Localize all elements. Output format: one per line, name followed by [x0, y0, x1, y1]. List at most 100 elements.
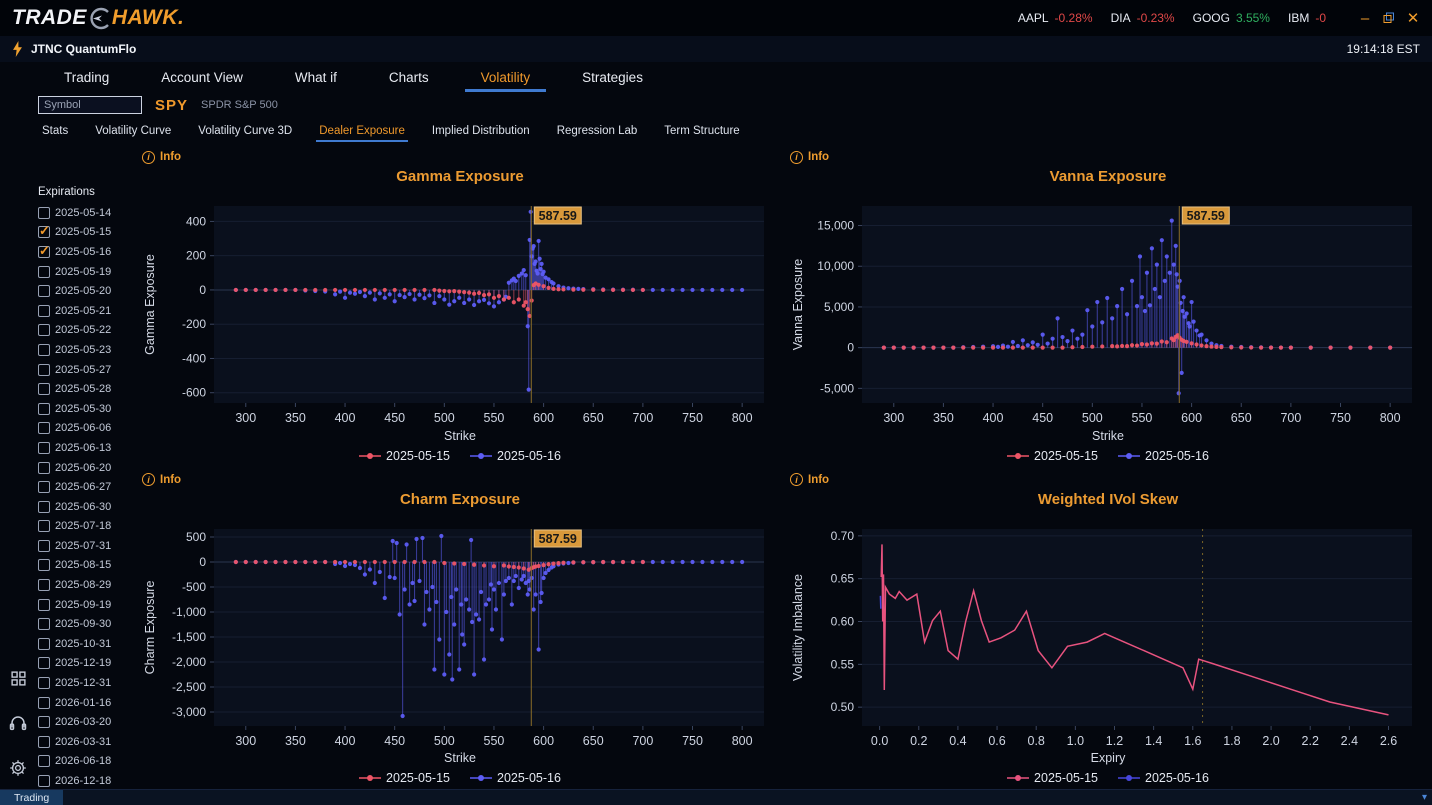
- legend-item[interactable]: 2025-05-16: [470, 771, 561, 785]
- headset-icon[interactable]: [9, 714, 27, 732]
- subtab-dealer-exposure[interactable]: Dealer Exposure: [316, 125, 408, 142]
- expiration-item[interactable]: 2025-08-15: [38, 556, 136, 576]
- expiration-item[interactable]: 2025-05-14: [38, 203, 136, 223]
- expiration-checkbox[interactable]: [38, 422, 50, 435]
- tab-volatility[interactable]: Volatility: [464, 66, 546, 92]
- info-label[interactable]: Info: [160, 151, 182, 163]
- legend-item[interactable]: 2025-05-15: [1007, 449, 1098, 463]
- expiration-item[interactable]: 2025-06-13: [38, 438, 136, 458]
- expiration-item[interactable]: 2025-05-21: [38, 301, 136, 321]
- close-button[interactable]: ✕: [1406, 10, 1420, 27]
- expiration-checkbox[interactable]: [38, 637, 50, 650]
- expiration-item[interactable]: 2025-06-20: [38, 458, 136, 478]
- subtab-term-structure[interactable]: Term Structure: [664, 125, 740, 137]
- legend-item[interactable]: 2025-05-16: [1118, 771, 1209, 785]
- symbol-input[interactable]: [38, 96, 142, 114]
- expiration-item[interactable]: 2025-05-20: [38, 281, 136, 301]
- expiration-item[interactable]: 2026-03-31: [38, 732, 136, 752]
- expiration-item[interactable]: 2026-12-18: [38, 771, 136, 789]
- charm-exposure-chart-canvas[interactable]: 500 0 -500 -1,000 -1,500 -2,000 -2,500 -3,000 30…: [140, 511, 780, 752]
- weighted-ivol-skew-chart-canvas[interactable]: 0.70 0.65 0.60 0.55 0.50 0.0 0.2 0.4 0.6 0.8 1.0 1.…: [788, 511, 1428, 752]
- restore-button[interactable]: [1378, 7, 1400, 29]
- expiration-checkbox[interactable]: [38, 304, 50, 317]
- expiration-item[interactable]: 2025-07-31: [38, 536, 136, 556]
- ticker-ibm[interactable]: IBM -0: [1287, 11, 1326, 25]
- minimize-button[interactable]: –: [1360, 9, 1370, 27]
- expiration-checkbox[interactable]: [38, 383, 50, 396]
- expiration-checkbox[interactable]: [38, 716, 50, 729]
- ticker-aapl[interactable]: AAPL -0.28%: [1017, 11, 1093, 25]
- gear-icon[interactable]: [9, 759, 27, 777]
- expiration-item[interactable]: 2025-06-27: [38, 477, 136, 497]
- info-label[interactable]: Info: [808, 473, 830, 486]
- expiration-checkbox[interactable]: [38, 696, 50, 709]
- legend-item[interactable]: 2025-05-16: [1118, 449, 1209, 463]
- expiration-checkbox[interactable]: [38, 775, 50, 788]
- expiration-checkbox[interactable]: [38, 206, 50, 219]
- tab-charts[interactable]: Charts: [388, 69, 429, 85]
- expiration-item[interactable]: 2025-08-29: [38, 575, 136, 595]
- expiration-checkbox[interactable]: [38, 500, 50, 513]
- expiration-checkbox[interactable]: [38, 579, 50, 592]
- vanna-exposure-chart-canvas[interactable]: 15,000 10,000 5,000 0 -5,000 300 350 400 450 500 5…: [788, 188, 1428, 429]
- legend-item[interactable]: 2025-05-15: [359, 771, 450, 785]
- expiration-item[interactable]: 2025-10-31: [38, 634, 136, 654]
- gamma-exposure-chart-canvas[interactable]: 400 200 0 -200 -400 -600 300 350 400 450 500 550 600…: [140, 188, 780, 429]
- expiration-checkbox[interactable]: [38, 657, 50, 670]
- expiration-checkbox[interactable]: [38, 285, 50, 298]
- info-icon[interactable]: i: [142, 473, 155, 486]
- expiration-item[interactable]: 2025-05-27: [38, 360, 136, 380]
- expiration-item[interactable]: 2026-01-16: [38, 693, 136, 713]
- subtab-stats[interactable]: Stats: [42, 125, 69, 137]
- expiration-checkbox[interactable]: [38, 343, 50, 356]
- tab-account-view[interactable]: Account View: [161, 69, 243, 85]
- expiration-item[interactable]: 2025-05-19: [38, 262, 136, 282]
- subtab-regression-lab[interactable]: Regression Lab: [556, 125, 638, 137]
- expiration-item[interactable]: 2025-07-18: [38, 517, 136, 537]
- expiration-item[interactable]: 2025-05-23: [38, 340, 136, 360]
- expiration-item[interactable]: 2025-05-28: [38, 379, 136, 399]
- info-label[interactable]: Info: [808, 151, 830, 163]
- expiration-item[interactable]: 2025-05-30: [38, 399, 136, 419]
- tab-strategies[interactable]: Strategies: [582, 69, 643, 85]
- legend-item[interactable]: 2025-05-15: [1007, 771, 1098, 785]
- expiration-checkbox[interactable]: [38, 363, 50, 376]
- expiration-checkbox[interactable]: [38, 559, 50, 572]
- tab-what-if[interactable]: What if: [294, 69, 337, 85]
- expiration-item[interactable]: 2025-12-19: [38, 654, 136, 674]
- info-label[interactable]: Info: [160, 473, 182, 486]
- expiration-checkbox[interactable]: [38, 677, 50, 690]
- ticker-goog[interactable]: GOOG 3.55%: [1192, 11, 1270, 25]
- expiration-item[interactable]: 2025-12-31: [38, 673, 136, 693]
- info-icon[interactable]: i: [790, 473, 803, 486]
- expiration-checkbox[interactable]: [38, 324, 50, 337]
- grid-apps-icon[interactable]: [10, 670, 27, 687]
- expiration-item[interactable]: 2025-05-16: [38, 242, 136, 262]
- expiration-checkbox[interactable]: [38, 755, 50, 768]
- expiration-checkbox[interactable]: [38, 243, 50, 259]
- info-icon[interactable]: i: [790, 150, 803, 164]
- legend-item[interactable]: 2025-05-16: [470, 449, 561, 463]
- expiration-checkbox[interactable]: [38, 441, 50, 454]
- expiration-checkbox[interactable]: [38, 481, 50, 494]
- expiration-item[interactable]: 2025-06-06: [38, 419, 136, 439]
- subtab-volatility-curve-3d[interactable]: Volatility Curve 3D: [198, 125, 293, 137]
- expiration-item[interactable]: 2025-09-19: [38, 595, 136, 615]
- expiration-checkbox[interactable]: [38, 461, 50, 474]
- subtab-implied-distribution[interactable]: Implied Distribution: [431, 125, 530, 137]
- legend-item[interactable]: 2025-05-15: [359, 449, 450, 463]
- expiration-item[interactable]: 2025-09-30: [38, 614, 136, 634]
- subtab-volatility-curve[interactable]: Volatility Curve: [95, 125, 172, 137]
- expiration-checkbox[interactable]: [38, 539, 50, 552]
- expiration-item[interactable]: 2025-05-22: [38, 321, 136, 341]
- expiration-item[interactable]: 2025-06-30: [38, 497, 136, 517]
- statusbar-caret-icon[interactable]: ▾: [1421, 792, 1427, 803]
- expiration-checkbox[interactable]: [38, 598, 50, 611]
- expiration-item[interactable]: 2026-03-20: [38, 712, 136, 732]
- ticker-dia[interactable]: DIA -0.23%: [1110, 11, 1175, 25]
- expiration-checkbox[interactable]: [38, 618, 50, 631]
- expiration-checkbox[interactable]: [38, 265, 50, 278]
- expiration-checkbox[interactable]: [38, 735, 50, 748]
- expiration-item[interactable]: 2026-06-18: [38, 752, 136, 772]
- expiration-checkbox[interactable]: [38, 223, 50, 239]
